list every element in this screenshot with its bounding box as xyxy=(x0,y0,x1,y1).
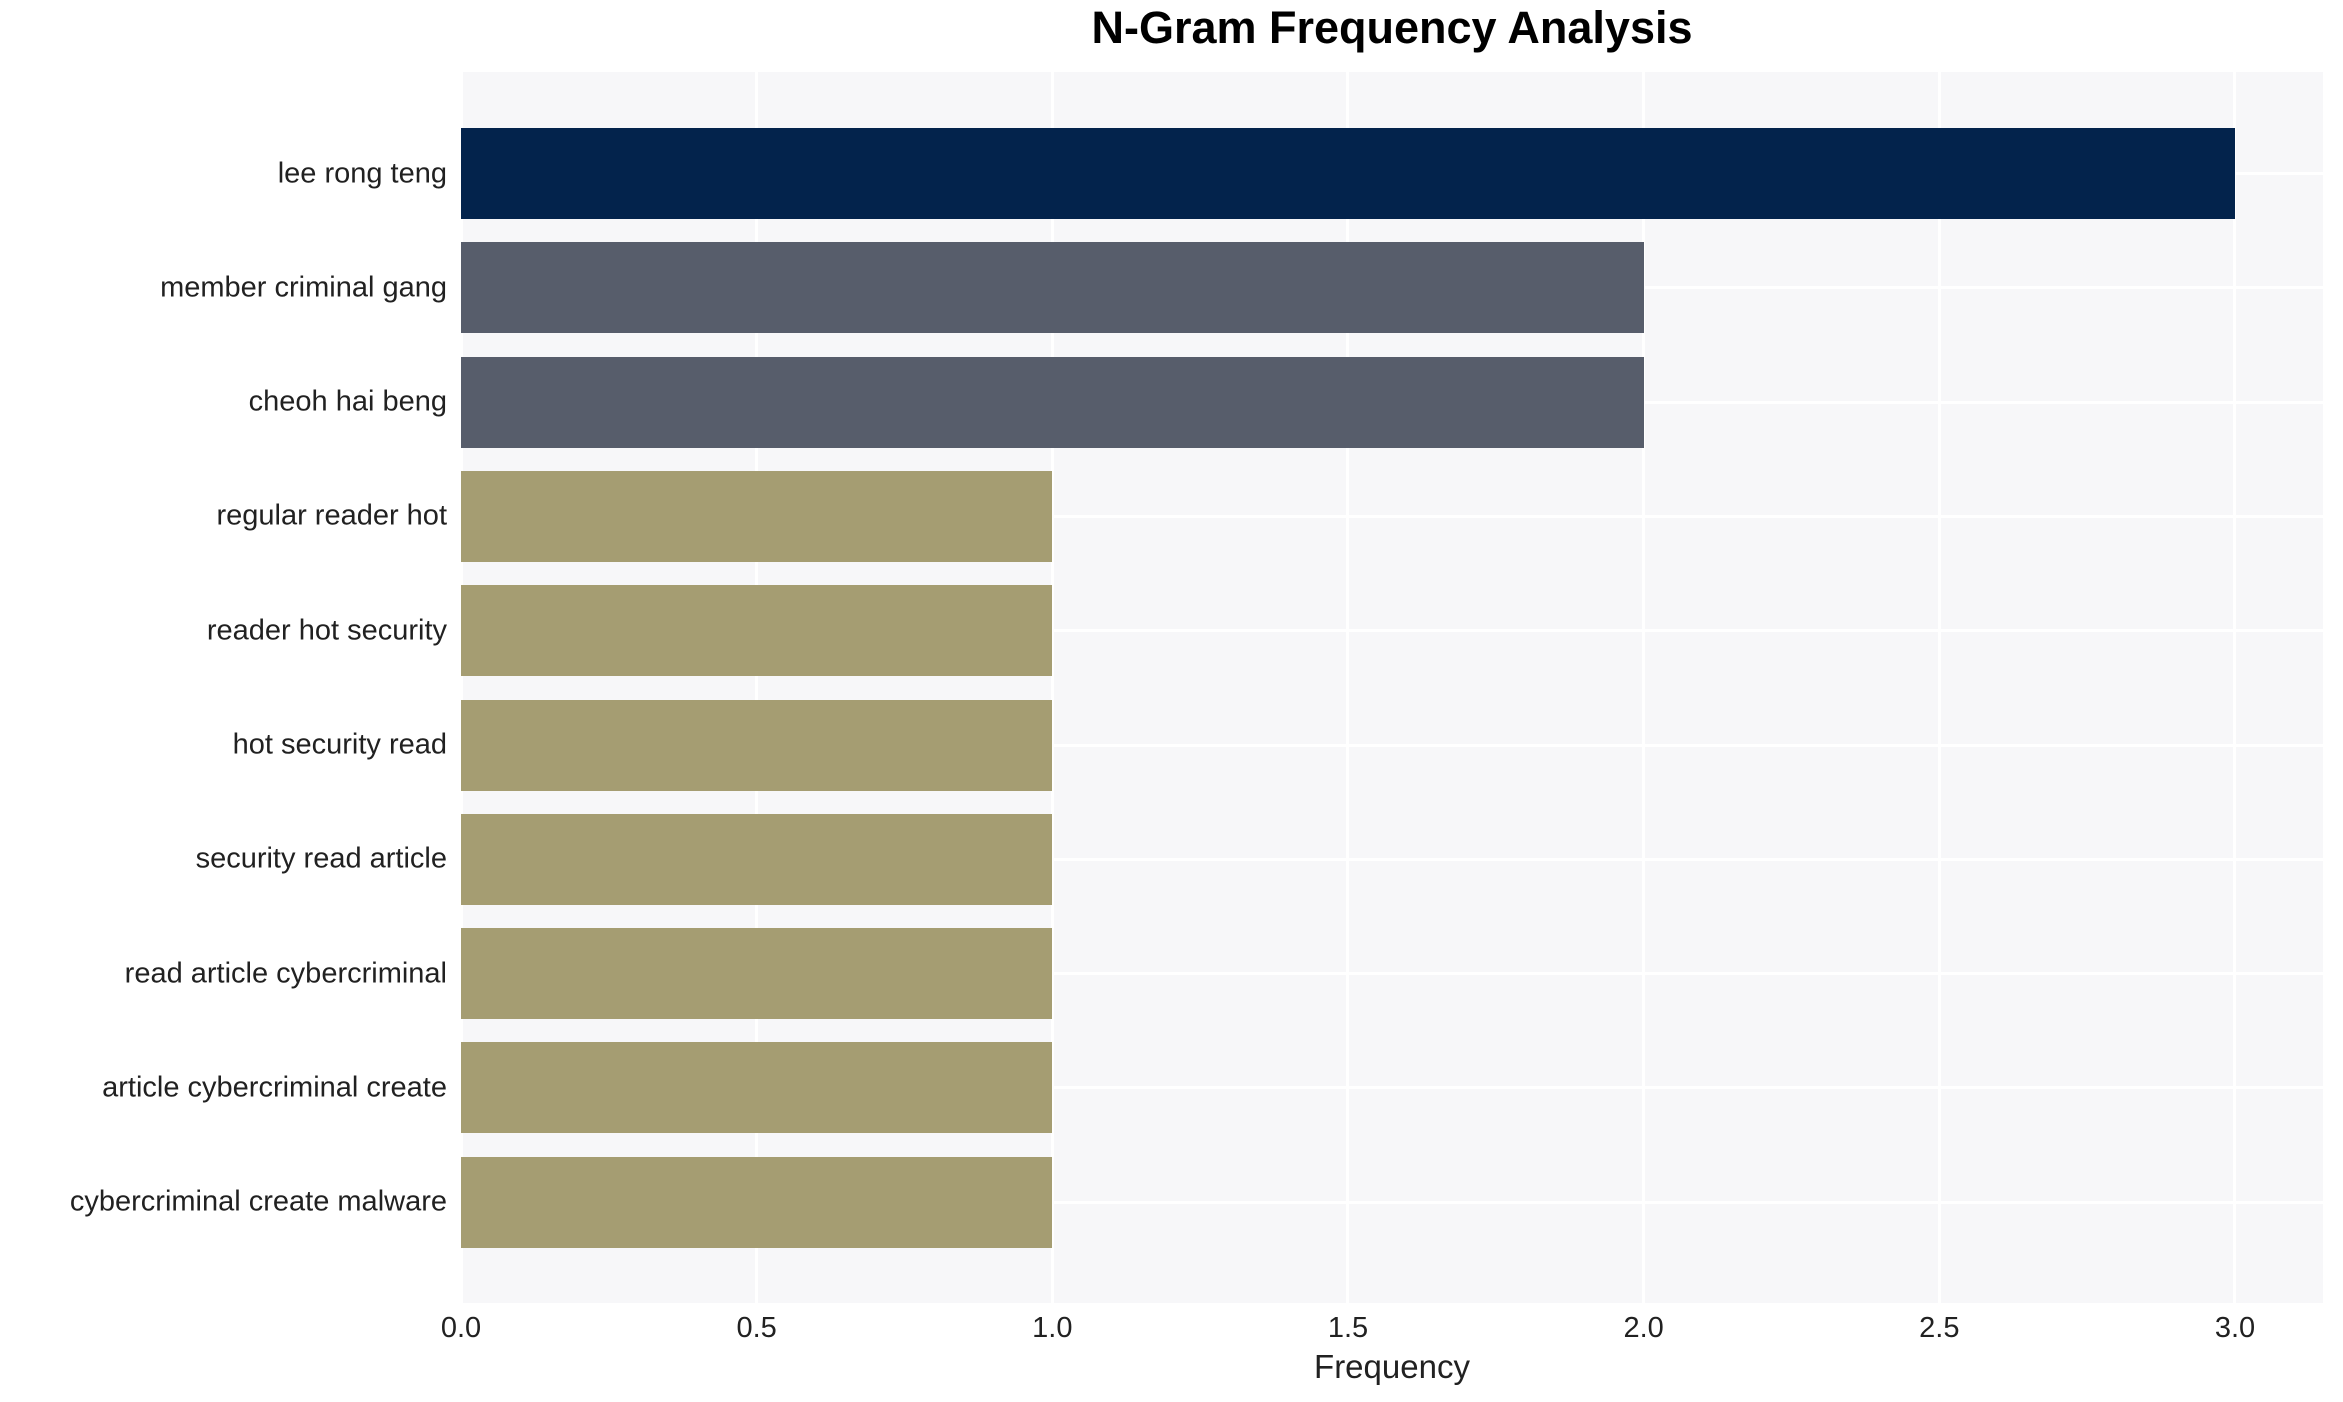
x-tick-label: 1.0 xyxy=(1032,1312,1073,1344)
x-gridline xyxy=(2233,72,2237,1303)
y-tick-label: read article cybercriminal xyxy=(124,957,447,990)
bar-article-cybercriminal-create xyxy=(461,1042,1053,1134)
plot-area xyxy=(459,72,2323,1303)
x-tick-label: 1.5 xyxy=(1327,1312,1369,1344)
bar-reader-hot-security xyxy=(461,585,1053,677)
bar-read-article-cybercriminal xyxy=(461,928,1053,1020)
bar-regular-reader-hot xyxy=(461,470,1053,562)
y-tick-label: cheoh hai beng xyxy=(248,385,447,418)
x-gridline xyxy=(459,72,463,1303)
y-gridline xyxy=(461,514,2323,518)
y-tick-label: hot security read xyxy=(232,728,447,761)
x-tick-label: 0.0 xyxy=(440,1312,482,1344)
bar-lee-rong-teng xyxy=(461,128,2235,219)
x-gridline xyxy=(1937,72,1941,1303)
y-gridline xyxy=(461,1086,2323,1090)
y-gridline xyxy=(461,629,2323,633)
x-tick-label: 0.5 xyxy=(736,1312,777,1344)
x-tick-label: 2.5 xyxy=(1919,1312,1960,1344)
y-gridline xyxy=(461,972,2323,976)
x-gridline xyxy=(1346,72,1350,1303)
bar-member-criminal-gang xyxy=(461,242,1644,334)
bar-cybercriminal-create-malware xyxy=(461,1156,1053,1248)
x-tick-label: 2.0 xyxy=(1623,1312,1664,1344)
y-tick-label: lee rong teng xyxy=(277,157,447,189)
bar-security-read-article xyxy=(461,813,1053,905)
y-gridline xyxy=(461,857,2323,861)
y-gridline xyxy=(461,1200,2323,1204)
x-gridline xyxy=(755,72,759,1303)
bar-cheoh-hai-beng xyxy=(461,356,1644,448)
y-gridline xyxy=(461,743,2323,747)
y-tick-label: security read article xyxy=(195,842,447,875)
bar-hot-security-read xyxy=(461,699,1053,791)
x-gridline xyxy=(1050,72,1054,1303)
y-tick-label: article cybercriminal create xyxy=(102,1071,447,1104)
y-tick-label: regular reader hot xyxy=(216,499,447,532)
y-tick-label: member criminal gang xyxy=(160,271,447,304)
x-tick-label: 3.0 xyxy=(2214,1312,2256,1344)
chart-title: N-Gram Frequency Analysis xyxy=(1091,2,1693,53)
x-axis-title: Frequency xyxy=(1314,1348,1470,1385)
y-tick-label: cybercriminal create malware xyxy=(69,1185,447,1218)
y-tick-label: reader hot security xyxy=(206,614,447,647)
x-gridline xyxy=(1642,72,1646,1303)
